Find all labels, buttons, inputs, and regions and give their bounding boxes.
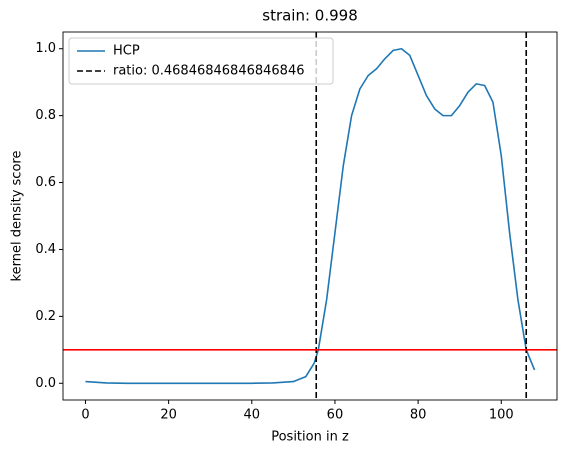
chart-title: strain: 0.998 (262, 7, 358, 25)
x-tick-label: 100 (489, 408, 514, 423)
x-tick-label: 40 (244, 408, 261, 423)
y-tick-label: 0.6 (35, 175, 56, 190)
x-tick-label: 80 (410, 408, 427, 423)
line-series (85, 47, 536, 385)
x-tick-label: 60 (327, 408, 344, 423)
y-tick-label: 0.8 (35, 108, 56, 123)
legend-label: HCP (113, 44, 140, 59)
x-axis-label: Position in z (271, 430, 349, 445)
y-axis-label: kernel density score (10, 151, 25, 282)
y-tick-label: 0.0 (35, 376, 56, 391)
legend-box (68, 37, 334, 85)
y-tick-label: 0.2 (35, 309, 56, 324)
x-tick-label: 20 (160, 408, 177, 423)
y-tick-label: 0.4 (35, 242, 56, 257)
x-tick-label: 0 (81, 408, 89, 423)
plot-frame (62, 31, 558, 401)
y-tick-label: 1.0 (35, 41, 56, 56)
legend-label: ratio: 0.46846846846846846 (113, 64, 305, 79)
